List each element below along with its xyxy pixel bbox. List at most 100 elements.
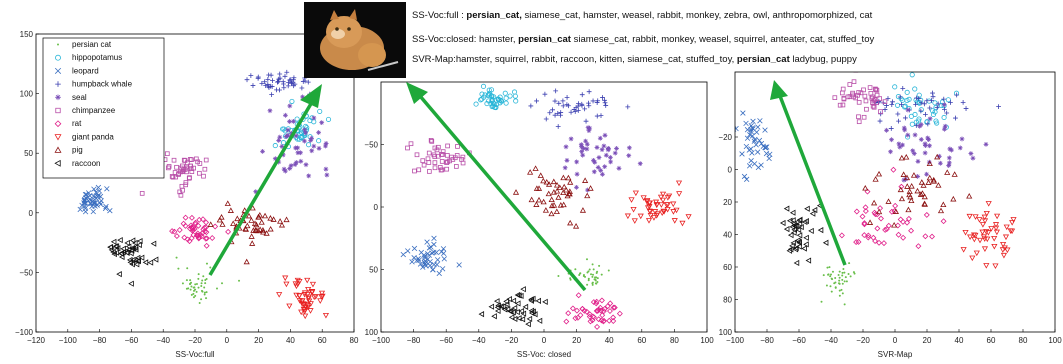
data-point xyxy=(889,102,895,108)
data-point xyxy=(762,144,769,150)
data-point xyxy=(267,225,274,232)
data-point xyxy=(293,133,299,139)
data-point xyxy=(277,71,283,77)
data-point xyxy=(591,275,594,278)
data-point xyxy=(624,213,631,220)
data-point xyxy=(599,147,605,153)
data-point xyxy=(909,121,915,127)
x-ticks: −120 −100 −80 −60 −40 −20 0 20 40 60 80 xyxy=(27,329,359,345)
data-point xyxy=(827,273,830,276)
data-point xyxy=(281,81,286,87)
data-point xyxy=(192,219,199,226)
data-point xyxy=(877,96,882,101)
data-point xyxy=(511,315,518,323)
data-point xyxy=(902,103,908,109)
data-point xyxy=(948,100,953,105)
data-point xyxy=(189,288,192,291)
data-point xyxy=(591,263,594,266)
data-point xyxy=(599,312,606,319)
data-point xyxy=(209,266,212,269)
data-point xyxy=(843,303,846,306)
data-point xyxy=(528,103,534,109)
y-tick-label: −50 xyxy=(364,141,378,150)
data-point xyxy=(129,237,136,244)
points-layer xyxy=(400,83,692,330)
data-point xyxy=(890,166,897,173)
data-point xyxy=(891,221,898,228)
data-point xyxy=(439,159,445,164)
data-point xyxy=(555,110,561,116)
data-point xyxy=(934,120,940,126)
data-point xyxy=(790,217,796,224)
data-point xyxy=(685,214,692,220)
data-point xyxy=(138,254,145,261)
data-point xyxy=(434,261,440,268)
data-point xyxy=(922,141,928,147)
series-giant-panda xyxy=(276,275,330,320)
data-point xyxy=(124,239,130,247)
data-point xyxy=(192,292,195,295)
legend-label: rat xyxy=(72,119,82,128)
data-point xyxy=(488,87,495,93)
data-point xyxy=(960,247,967,253)
y-tick-label: 20 xyxy=(723,198,732,207)
data-point xyxy=(265,76,271,82)
data-point xyxy=(195,283,198,286)
annotations: SS-Voc:full : persian_cat, siamese_cat, … xyxy=(412,10,874,65)
data-point xyxy=(743,120,749,127)
data-point xyxy=(243,258,250,265)
data-point xyxy=(757,118,763,124)
data-point xyxy=(129,256,136,264)
arrow-svr xyxy=(778,95,847,266)
data-point xyxy=(676,191,683,197)
data-point xyxy=(789,242,795,249)
data-point xyxy=(427,262,433,269)
data-point xyxy=(120,245,126,252)
data-point xyxy=(607,155,613,160)
data-point xyxy=(779,219,786,227)
data-point xyxy=(591,314,597,321)
data-point xyxy=(111,250,117,258)
data-point xyxy=(195,290,198,293)
data-point xyxy=(572,223,580,229)
data-point xyxy=(586,311,593,318)
data-point xyxy=(602,100,608,106)
series-raccoon xyxy=(107,237,159,287)
data-point xyxy=(864,188,871,195)
data-point xyxy=(750,118,756,125)
data-point xyxy=(903,174,911,181)
data-point xyxy=(914,187,921,194)
data-point xyxy=(177,267,180,270)
legend-marker xyxy=(57,43,59,46)
data-point xyxy=(853,272,856,275)
data-point xyxy=(553,181,561,188)
data-point xyxy=(913,123,919,128)
data-point xyxy=(253,189,259,195)
data-point xyxy=(572,109,578,114)
data-point xyxy=(535,297,542,304)
data-point xyxy=(591,283,594,286)
data-point xyxy=(95,192,101,199)
data-point xyxy=(178,165,184,171)
data-point xyxy=(574,307,580,314)
data-point xyxy=(889,137,894,143)
data-point xyxy=(422,258,429,264)
data-point xyxy=(190,285,193,288)
data-point xyxy=(874,87,880,93)
data-point xyxy=(908,227,915,234)
data-point xyxy=(550,202,558,208)
data-point xyxy=(603,103,609,108)
data-point xyxy=(192,296,195,299)
data-point xyxy=(598,307,604,314)
data-point xyxy=(212,223,219,230)
data-point xyxy=(915,243,922,250)
data-point xyxy=(934,105,940,111)
legend-label: giant panda xyxy=(72,132,114,141)
data-point xyxy=(809,210,816,217)
data-point xyxy=(425,156,431,162)
data-point xyxy=(748,158,754,164)
data-point xyxy=(504,306,511,313)
data-point xyxy=(830,290,833,293)
data-point xyxy=(874,225,881,232)
